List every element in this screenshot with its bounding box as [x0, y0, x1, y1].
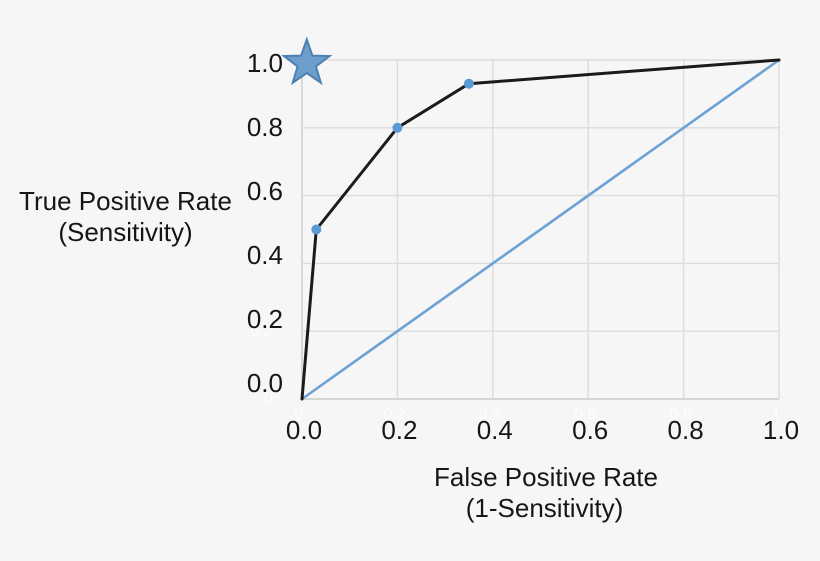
x-tick-label: 0.0 — [286, 415, 322, 445]
x-axis-title: False Positive Rate (1-Sensitivity) — [434, 462, 658, 524]
y-axis-title-line1: True Positive Rate — [19, 186, 232, 216]
roc-data-point-marker — [392, 122, 403, 133]
ghost-x-tick-label: 0.4 — [479, 406, 501, 423]
x-axis-title-line2: (1-Sensitivity) — [465, 493, 624, 523]
ghost-x-tick-label: 0 — [295, 406, 304, 423]
ghost-y-tick-label: 0.6 — [251, 188, 273, 205]
x-axis-title-line1: False Positive Rate — [434, 462, 658, 492]
x-tick-label: 0.4 — [477, 415, 513, 445]
ghost-y-tick-label: 0.4 — [251, 255, 273, 272]
chance-diagonal-line — [300, 58, 781, 401]
y-tick-label: 0.6 — [247, 176, 283, 206]
ghost-x-tick-label: 0.6 — [574, 406, 596, 423]
x-tick-label: 0.8 — [668, 415, 704, 445]
ghost-x-tick-label: 1 — [772, 406, 781, 423]
x-tick-label: 1.0 — [763, 415, 799, 445]
perfect-classifier-star-icon — [281, 36, 333, 86]
y-tick-label: 0.8 — [247, 112, 283, 142]
roc-data-point-marker — [463, 78, 474, 89]
ghost-y-tick-label: 0 — [264, 391, 273, 408]
y-axis-title: True Positive Rate (Sensitivity) — [18, 186, 233, 248]
ghost-x-tick-label: 0.8 — [669, 406, 691, 423]
y-tick-label: 0.2 — [247, 304, 283, 334]
roc-data-point-marker — [311, 224, 322, 235]
y-axis-title-line2: (Sensitivity) — [58, 217, 193, 247]
x-tick-label: 0.2 — [381, 415, 417, 445]
y-tick-label: 1.0 — [247, 48, 283, 78]
ghost-x-tick-label: 0.2 — [383, 406, 405, 423]
ghost-y-tick-label: 0.2 — [251, 323, 273, 340]
x-tick-label: 0.6 — [572, 415, 608, 445]
y-tick-label: 0.4 — [247, 240, 283, 270]
y-tick-label: 0.0 — [247, 368, 283, 398]
